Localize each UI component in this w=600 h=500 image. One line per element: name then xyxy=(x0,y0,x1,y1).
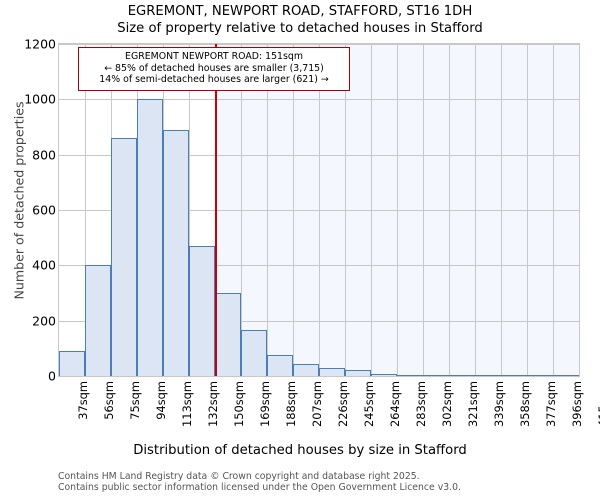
histogram-bar xyxy=(85,265,111,376)
x-axis-tick-label: 207sqm xyxy=(310,381,324,428)
gridline-v xyxy=(397,44,398,376)
x-axis-tick-label: 245sqm xyxy=(362,381,376,428)
x-axis-tick-label: 169sqm xyxy=(258,381,272,428)
x-axis-tick-label: 377sqm xyxy=(544,381,558,428)
x-axis-tick-label: 132sqm xyxy=(206,381,220,428)
histogram-bar xyxy=(293,363,319,376)
histogram-bar xyxy=(215,293,241,376)
histogram-bar xyxy=(319,367,345,376)
x-axis-tick-label: 339sqm xyxy=(492,381,506,428)
page-title: EGREMONT, NEWPORT ROAD, STAFFORD, ST16 1… xyxy=(127,4,473,19)
annotation-line-3: 14% of semi-detached houses are larger (… xyxy=(99,74,329,86)
annotation-line-1: EGREMONT NEWPORT ROAD: 151sqm xyxy=(125,51,303,62)
y-axis-tick-label: 1000 xyxy=(24,91,56,107)
y-axis-tick-label: 800 xyxy=(32,147,56,163)
page-subtitle: Size of property relative to detached ho… xyxy=(117,21,483,36)
y-axis-tick-label: 200 xyxy=(32,313,56,329)
histogram-bar xyxy=(449,375,475,376)
footer-attribution: Contains HM Land Registry data © Crown c… xyxy=(58,471,598,494)
y-axis-tick-label: 1200 xyxy=(24,36,56,52)
gridline-v xyxy=(527,44,528,376)
x-axis-ticks: 37sqm 56sqm 75sqm 94sqm 113sqm 132sqm 150sqm 16… xyxy=(58,381,600,443)
gridline-v xyxy=(475,44,476,376)
footer-line-1: Contains HM Land Registry data © Crown c… xyxy=(58,471,420,482)
gridline-v xyxy=(449,44,450,376)
x-axis-tick-label: 188sqm xyxy=(284,381,298,428)
histogram-bar xyxy=(501,375,527,376)
x-axis-tick-label: 302sqm xyxy=(440,381,454,428)
x-axis-tick-label: 415sqm xyxy=(596,381,600,428)
histogram-bar xyxy=(397,374,423,376)
histogram-bar xyxy=(371,374,397,376)
property-marker-line xyxy=(214,44,217,376)
x-axis-tick-label: 113sqm xyxy=(180,381,194,428)
property-annotation-box: EGREMONT NEWPORT ROAD: 151sqm ← 85% of d… xyxy=(78,47,350,91)
gridline-v xyxy=(423,44,424,376)
gridline-v xyxy=(345,44,346,376)
x-axis-tick-label: 321sqm xyxy=(466,381,480,428)
gridline-v xyxy=(85,44,86,376)
histogram-bar xyxy=(59,351,85,376)
annotation-line-2: ← 85% of detached houses are smaller (3,… xyxy=(104,62,324,74)
x-axis-tick-label: 264sqm xyxy=(388,381,402,428)
x-axis-tick-label: 358sqm xyxy=(518,381,532,428)
gridline-v xyxy=(293,44,294,376)
y-axis-ticks: 0 200 400 600 800 1000 1200 xyxy=(0,37,56,384)
x-axis-tick-label: 37sqm xyxy=(76,381,90,420)
histogram-bar xyxy=(527,375,553,376)
gridline-v xyxy=(241,44,242,376)
histogram-bar xyxy=(475,375,501,376)
histogram-bar xyxy=(189,245,215,376)
gridline-v xyxy=(371,44,372,376)
histogram-bar xyxy=(111,138,137,376)
histogram-bar xyxy=(423,375,449,376)
gridline-v xyxy=(189,44,190,376)
gridline-v xyxy=(553,44,554,376)
y-axis-tick-label: 600 xyxy=(32,202,56,218)
gridline-v xyxy=(267,44,268,376)
x-axis-tick-label: 94sqm xyxy=(154,381,168,420)
x-axis-tick-label: 75sqm xyxy=(128,381,142,420)
histogram-bar xyxy=(137,99,163,376)
footer-line-2: Contains public sector information licen… xyxy=(58,482,461,494)
histogram-bar xyxy=(553,375,579,376)
x-axis-tick-label: 150sqm xyxy=(232,381,246,428)
x-axis-tick-label: 396sqm xyxy=(570,381,584,428)
gridline-v xyxy=(319,44,320,376)
plot-area xyxy=(58,43,580,377)
x-axis-tick-label: 283sqm xyxy=(414,381,428,428)
x-axis-label: Distribution of detached houses by size … xyxy=(133,443,467,458)
histogram-bar xyxy=(163,129,189,376)
gridline-v xyxy=(501,44,502,376)
y-axis-tick-label: 0 xyxy=(48,368,56,384)
x-axis-tick-label: 226sqm xyxy=(336,381,350,428)
y-axis-tick-label: 400 xyxy=(32,257,56,273)
x-axis-tick-label: 56sqm xyxy=(102,381,116,420)
histogram-bar xyxy=(345,370,371,376)
histogram-bar xyxy=(241,330,267,376)
histogram-bar xyxy=(267,355,293,376)
